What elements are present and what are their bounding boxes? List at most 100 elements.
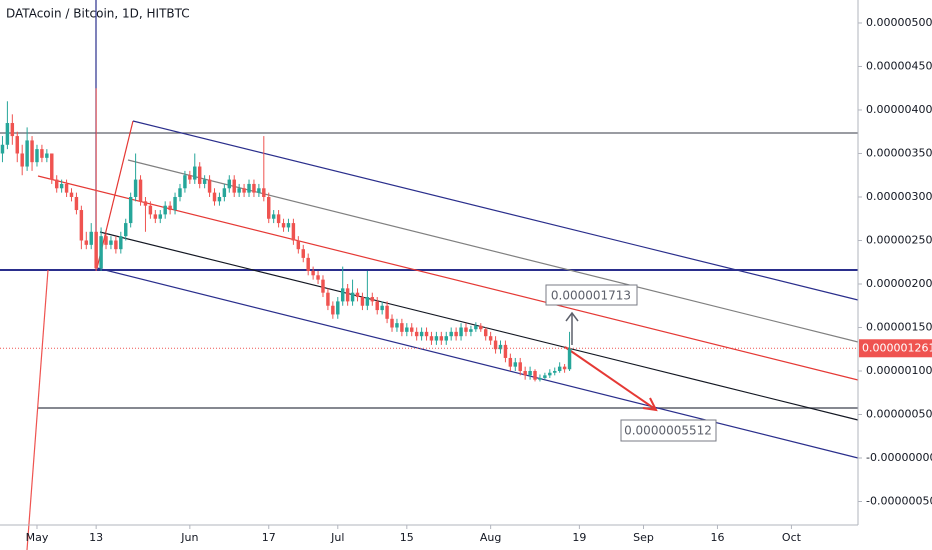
y-tick-label: 0.0000045000 (866, 59, 932, 72)
candle-body (538, 377, 542, 380)
candle-body (163, 205, 167, 215)
y-tick-label: -0.0000000000 (866, 451, 932, 464)
candle-body (252, 183, 256, 193)
pitchfork-line (96, 267, 859, 459)
candle-body (528, 370, 532, 376)
candle-body (306, 257, 310, 271)
candle-body (158, 214, 162, 219)
candle-body (193, 166, 197, 180)
candle-body (548, 372, 552, 376)
candle-body (553, 370, 557, 373)
x-tick-label: May (26, 531, 49, 544)
candle-body (488, 336, 493, 341)
x-tick-label: Aug (480, 531, 501, 544)
candle-body (439, 336, 444, 341)
candle-body (84, 240, 89, 245)
candle-body (395, 323, 399, 328)
candle-body (296, 240, 301, 250)
candle-body (50, 153, 54, 180)
candle-body (414, 331, 419, 337)
x-tick-label: Jul (330, 531, 344, 544)
candle-body (79, 210, 84, 241)
candle-body (419, 331, 424, 337)
y-tick-label: 0.0000020000 (866, 277, 932, 290)
candle-body (143, 201, 148, 206)
candle-body (222, 188, 227, 197)
candle-body (276, 214, 281, 224)
candle-body (336, 301, 340, 315)
y-tick-label: 0.0000030000 (866, 190, 932, 203)
candle-body (45, 153, 49, 158)
pitchfork-handle (96, 120, 134, 269)
candle-body (316, 275, 320, 280)
x-tick-label: 13 (89, 531, 103, 544)
x-tick-label: Jun (180, 531, 198, 544)
candle-body (114, 240, 118, 250)
y-tick-label: 0.0000015000 (866, 320, 932, 333)
candle-body (15, 136, 19, 154)
candle-body (405, 327, 409, 332)
candle-body (30, 140, 34, 163)
candle-body (345, 288, 350, 302)
candle-body (89, 231, 93, 245)
candle-body (360, 297, 365, 306)
candle-body (247, 183, 251, 193)
candle-body (459, 327, 463, 337)
candle-body (533, 370, 537, 380)
candle-body (20, 153, 24, 167)
candle-body (479, 325, 483, 330)
y-tick-label: 0.0000035000 (866, 146, 932, 159)
y-tick-label: -0.0000005000 (866, 495, 932, 508)
candle-body (301, 249, 305, 258)
candle-body (237, 188, 241, 193)
y-tick-label: 0.0000005000 (866, 408, 932, 421)
candle-body (321, 279, 325, 293)
candle-body (0, 144, 5, 154)
annotation-box (545, 284, 638, 306)
candle-body (10, 123, 15, 137)
pitchfork-median (37, 175, 859, 381)
candle-body (350, 292, 355, 302)
candle-body (518, 362, 522, 371)
candle-body (380, 305, 384, 311)
candle-body (434, 336, 439, 341)
x-tick-label: Sep (633, 531, 654, 544)
y-tick-label: 0.0000010000 (866, 364, 932, 377)
candle-body (469, 329, 473, 332)
candle-body (54, 179, 59, 189)
x-tick-label: 16 (710, 531, 724, 544)
candle-body (262, 188, 266, 197)
candle-body (242, 188, 246, 193)
candle-body (281, 223, 286, 228)
candle-body (197, 166, 202, 184)
candle-body (148, 205, 153, 215)
trend-line (26, 269, 49, 550)
candle-body (311, 270, 315, 276)
candle-body (286, 223, 291, 228)
drawings (0, 0, 859, 550)
candle-body (503, 344, 508, 358)
candle-body (340, 288, 345, 302)
annotation-box (620, 419, 717, 442)
candle-body (474, 325, 478, 330)
candle-body (69, 192, 74, 197)
candle-body (35, 149, 39, 163)
y-tick-label: 0.0000040000 (866, 103, 932, 116)
candle-body (410, 327, 414, 332)
candle-body (483, 329, 488, 337)
x-tick-label: 19 (572, 531, 586, 544)
candle-body (40, 149, 44, 158)
candle-body (232, 179, 236, 193)
candle-body (257, 188, 261, 193)
candle-body (178, 188, 182, 197)
candle-body (109, 240, 113, 245)
candles (0, 88, 572, 382)
x-tick-label: Oct (782, 531, 802, 544)
candle-body (202, 179, 207, 184)
candle-body (331, 305, 335, 315)
candle-body (400, 323, 404, 332)
pitchfork-line (127, 159, 859, 343)
candle-body (523, 370, 527, 376)
candle-body (138, 179, 143, 202)
